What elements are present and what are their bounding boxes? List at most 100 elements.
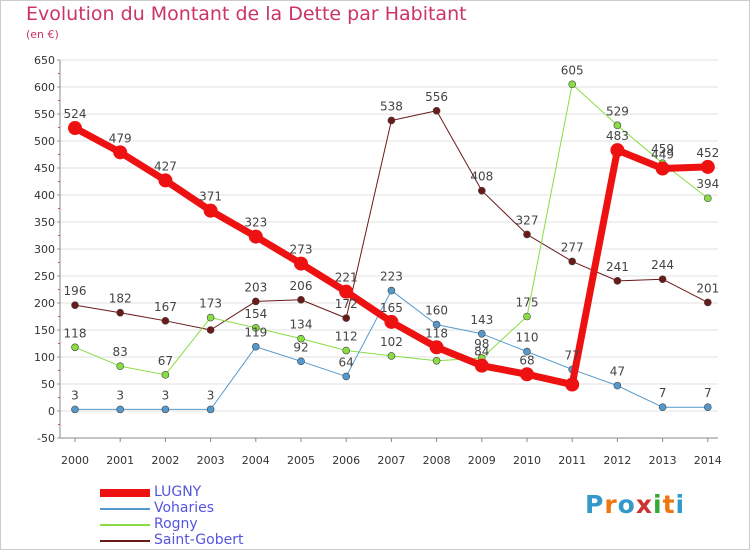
- data-point: [523, 347, 531, 356]
- data-point: [248, 229, 263, 244]
- logo-letter: o: [617, 490, 636, 519]
- x-tick-label: 2002: [151, 454, 179, 467]
- data-point: [116, 362, 124, 370]
- data-point: [703, 403, 712, 412]
- data-label: 244: [651, 258, 674, 272]
- data-label: 394: [696, 177, 719, 191]
- chart-unit: (en €): [26, 28, 59, 41]
- chart-title: Evolution du Montant de la Dette par Hab…: [26, 3, 467, 25]
- data-point: [116, 405, 124, 414]
- data-point: [432, 106, 441, 115]
- data-label: 3: [162, 388, 170, 402]
- data-label: 92: [293, 340, 308, 354]
- data-point: [523, 312, 531, 321]
- data-label: 84: [474, 345, 489, 359]
- data-label: 459: [651, 142, 674, 156]
- data-label: 529: [606, 104, 629, 118]
- series-line-rogny: [74, 83, 709, 376]
- data-label: 167: [154, 300, 177, 314]
- data-label: 67: [158, 354, 173, 368]
- y-tick-label: 100: [34, 351, 55, 364]
- data-label: 7: [704, 386, 712, 400]
- y-tick-label: 50: [41, 378, 55, 391]
- data-label: 556: [425, 90, 448, 104]
- data-label: 327: [516, 213, 539, 227]
- data-label: 173: [199, 297, 222, 311]
- legend-swatch: [100, 540, 150, 542]
- data-point: [658, 403, 667, 412]
- data-point: [116, 308, 124, 317]
- data-label: 47: [610, 365, 625, 379]
- data-point: [342, 314, 351, 322]
- data-label: 221: [335, 271, 358, 285]
- y-tick-label: 300: [34, 243, 55, 256]
- data-point: [71, 405, 79, 414]
- data-label: 241: [606, 260, 629, 274]
- series-line-saint-gobert: [74, 110, 709, 331]
- data-label: 223: [380, 270, 403, 284]
- data-label: 3: [207, 388, 215, 402]
- logo-letter: r: [604, 490, 618, 519]
- x-tick-label: 2001: [106, 454, 134, 467]
- data-label: 143: [470, 313, 493, 327]
- logo-letter: i: [653, 490, 663, 519]
- legend-label: Rogny: [154, 516, 198, 532]
- data-label: 118: [425, 326, 448, 340]
- data-point: [71, 301, 79, 309]
- x-tick-label: 2006: [332, 454, 360, 467]
- data-label: 7: [659, 386, 667, 400]
- data-label: 98: [474, 337, 489, 351]
- data-label: 605: [561, 63, 584, 77]
- data-point: [568, 257, 577, 266]
- data-point: [342, 346, 351, 355]
- data-point: [206, 326, 215, 334]
- data-point: [655, 161, 670, 176]
- data-point: [565, 377, 580, 392]
- data-label: 408: [470, 170, 493, 184]
- data-point: [432, 356, 441, 365]
- data-point: [203, 203, 218, 218]
- data-point: [384, 314, 399, 329]
- y-tick-label: 350: [34, 216, 55, 229]
- x-tick-label: 2000: [61, 454, 89, 467]
- legend-label: Saint-Gobert: [154, 532, 244, 548]
- data-point: [71, 343, 79, 352]
- data-point: [523, 230, 531, 239]
- axes: -50 0 50 100 150 200 250 300 350 400 450 500 550 600 6…: [34, 54, 722, 467]
- data-point: [387, 286, 396, 295]
- data-label: 449: [651, 148, 674, 162]
- data-point: [252, 324, 260, 332]
- data-label: 524: [64, 107, 87, 121]
- data-label: 134: [290, 318, 313, 332]
- data-point: [703, 194, 712, 203]
- data-label: 68: [519, 353, 534, 367]
- data-label: 118: [64, 326, 87, 340]
- data-point: [297, 334, 305, 343]
- data-label: 277: [561, 240, 584, 254]
- logo-letter: t: [662, 490, 676, 519]
- x-tick-label: 2004: [242, 454, 270, 467]
- x-tick-label: 2014: [694, 454, 722, 467]
- data-point: [161, 405, 170, 414]
- data-point: [658, 275, 667, 284]
- y-tick-label: 400: [34, 189, 55, 202]
- data-label: 427: [154, 159, 177, 173]
- data-label: 483: [606, 129, 629, 143]
- data-point: [568, 80, 577, 89]
- legend-swatch: [100, 489, 150, 497]
- x-tick-label: 2008: [423, 454, 451, 467]
- data-label: 371: [199, 190, 222, 204]
- data-point: [294, 256, 308, 271]
- data-point: [161, 317, 170, 325]
- data-point: [429, 340, 444, 355]
- x-tick-label: 2010: [513, 454, 541, 467]
- data-label: 102: [380, 335, 403, 349]
- series-group: [68, 80, 715, 414]
- data-label: 206: [290, 279, 313, 293]
- data-point: [252, 342, 260, 351]
- x-tick-label: 2003: [197, 454, 225, 467]
- data-point: [700, 159, 715, 174]
- data-label: 119: [244, 326, 267, 340]
- data-point: [610, 143, 625, 158]
- data-label: 165: [380, 301, 403, 315]
